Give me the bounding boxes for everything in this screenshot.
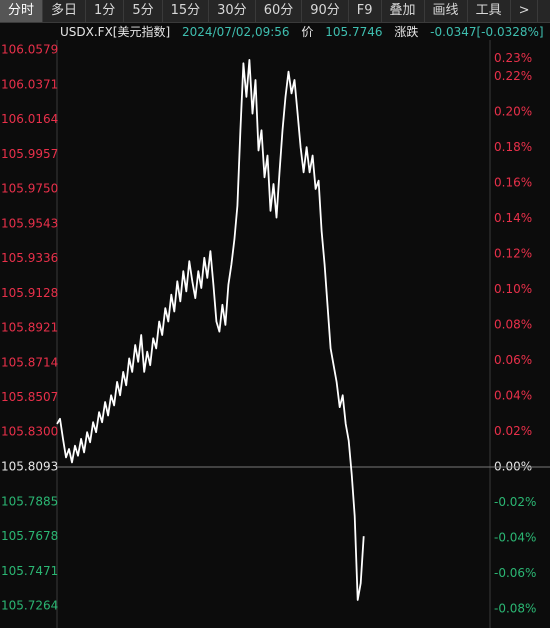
y-tick-label: 105.8300 <box>1 425 58 439</box>
y2-tick-label: 0.10% <box>494 282 532 296</box>
y-tick-label: 105.7885 <box>1 494 58 508</box>
y2-tick-label: 0.22% <box>494 69 532 83</box>
y-tick-label: 105.7471 <box>1 564 58 578</box>
y-tick-label: 105.9543 <box>1 216 58 230</box>
y-tick-label: 105.8093 <box>1 459 58 473</box>
info-line: USDX.FX[美元指数] 2024/07/02,09:56 价 105.774… <box>60 24 550 40</box>
change-label: 涨跌 <box>394 25 419 39</box>
toolbar-tab[interactable]: 60分 <box>256 0 303 22</box>
y2-tick-label: -0.04% <box>494 531 536 545</box>
y-tick-label: 105.9336 <box>1 251 58 265</box>
y2-tick-label: 0.08% <box>494 317 532 331</box>
price-label: 价 <box>301 25 314 39</box>
y-tick-label: 105.7264 <box>1 599 58 613</box>
y2-tick-label: -0.06% <box>494 566 536 580</box>
time: 2024/07/02,09:56 <box>182 25 290 39</box>
y-tick-label: 105.9128 <box>1 286 58 300</box>
y2-tick-label: 0.14% <box>494 211 532 225</box>
toolbar-tab[interactable]: 多日 <box>43 0 87 22</box>
symbol: USDX.FX[美元指数] <box>60 25 171 39</box>
toolbar-tab[interactable]: 5分 <box>124 0 163 22</box>
y2-tick-label: -0.08% <box>494 602 536 616</box>
toolbar-tab[interactable]: 1分 <box>86 0 125 22</box>
toolbar-tab[interactable]: > <box>511 0 539 22</box>
y-tick-label: 105.8921 <box>1 321 58 335</box>
y2-tick-label: 0.20% <box>494 104 532 118</box>
toolbar-tab[interactable]: 30分 <box>209 0 256 22</box>
y2-tick-label: 0.18% <box>494 140 532 154</box>
toolbar-tab[interactable]: 画线 <box>425 0 468 22</box>
toolbar-tab[interactable]: 15分 <box>163 0 210 22</box>
price: 105.7746 <box>325 25 383 39</box>
y2-tick-label: 0.02% <box>494 424 532 438</box>
y2-tick-label: 0.23% <box>494 51 532 65</box>
toolbar-tab[interactable]: 叠加 <box>382 0 425 22</box>
y-tick-label: 105.9750 <box>1 182 58 196</box>
y2-tick-label: 0.06% <box>494 353 532 367</box>
toolbar-tab[interactable]: 工具 <box>468 0 511 22</box>
price-line <box>56 59 365 601</box>
y2-tick-label: 0.16% <box>494 175 532 189</box>
y2-tick-label: 0.04% <box>494 388 532 402</box>
y-tick-label: 106.0371 <box>1 77 58 91</box>
y-tick-label: 105.8507 <box>1 390 58 404</box>
toolbar-tab[interactable]: 分时 <box>0 0 44 22</box>
change: -0.0347[-0.0328%] <box>430 25 544 39</box>
y-tick-label: 106.0579 <box>1 43 58 57</box>
toolbar-tab[interactable]: 90分 <box>302 0 349 22</box>
y-tick-label: 105.9957 <box>1 147 58 161</box>
y-tick-label: 105.7678 <box>1 529 58 543</box>
y2-tick-label: 0.12% <box>494 246 532 260</box>
toolbar: 分时 多日 1分 5分 15分 30分 60分 90分 F9 叠加 画线 工具 > <box>0 0 550 23</box>
y-tick-label: 106.0164 <box>1 112 58 126</box>
y-tick-label: 105.8714 <box>1 355 58 369</box>
toolbar-tab[interactable]: F9 <box>349 0 382 22</box>
y2-tick-label: -0.02% <box>494 495 536 509</box>
